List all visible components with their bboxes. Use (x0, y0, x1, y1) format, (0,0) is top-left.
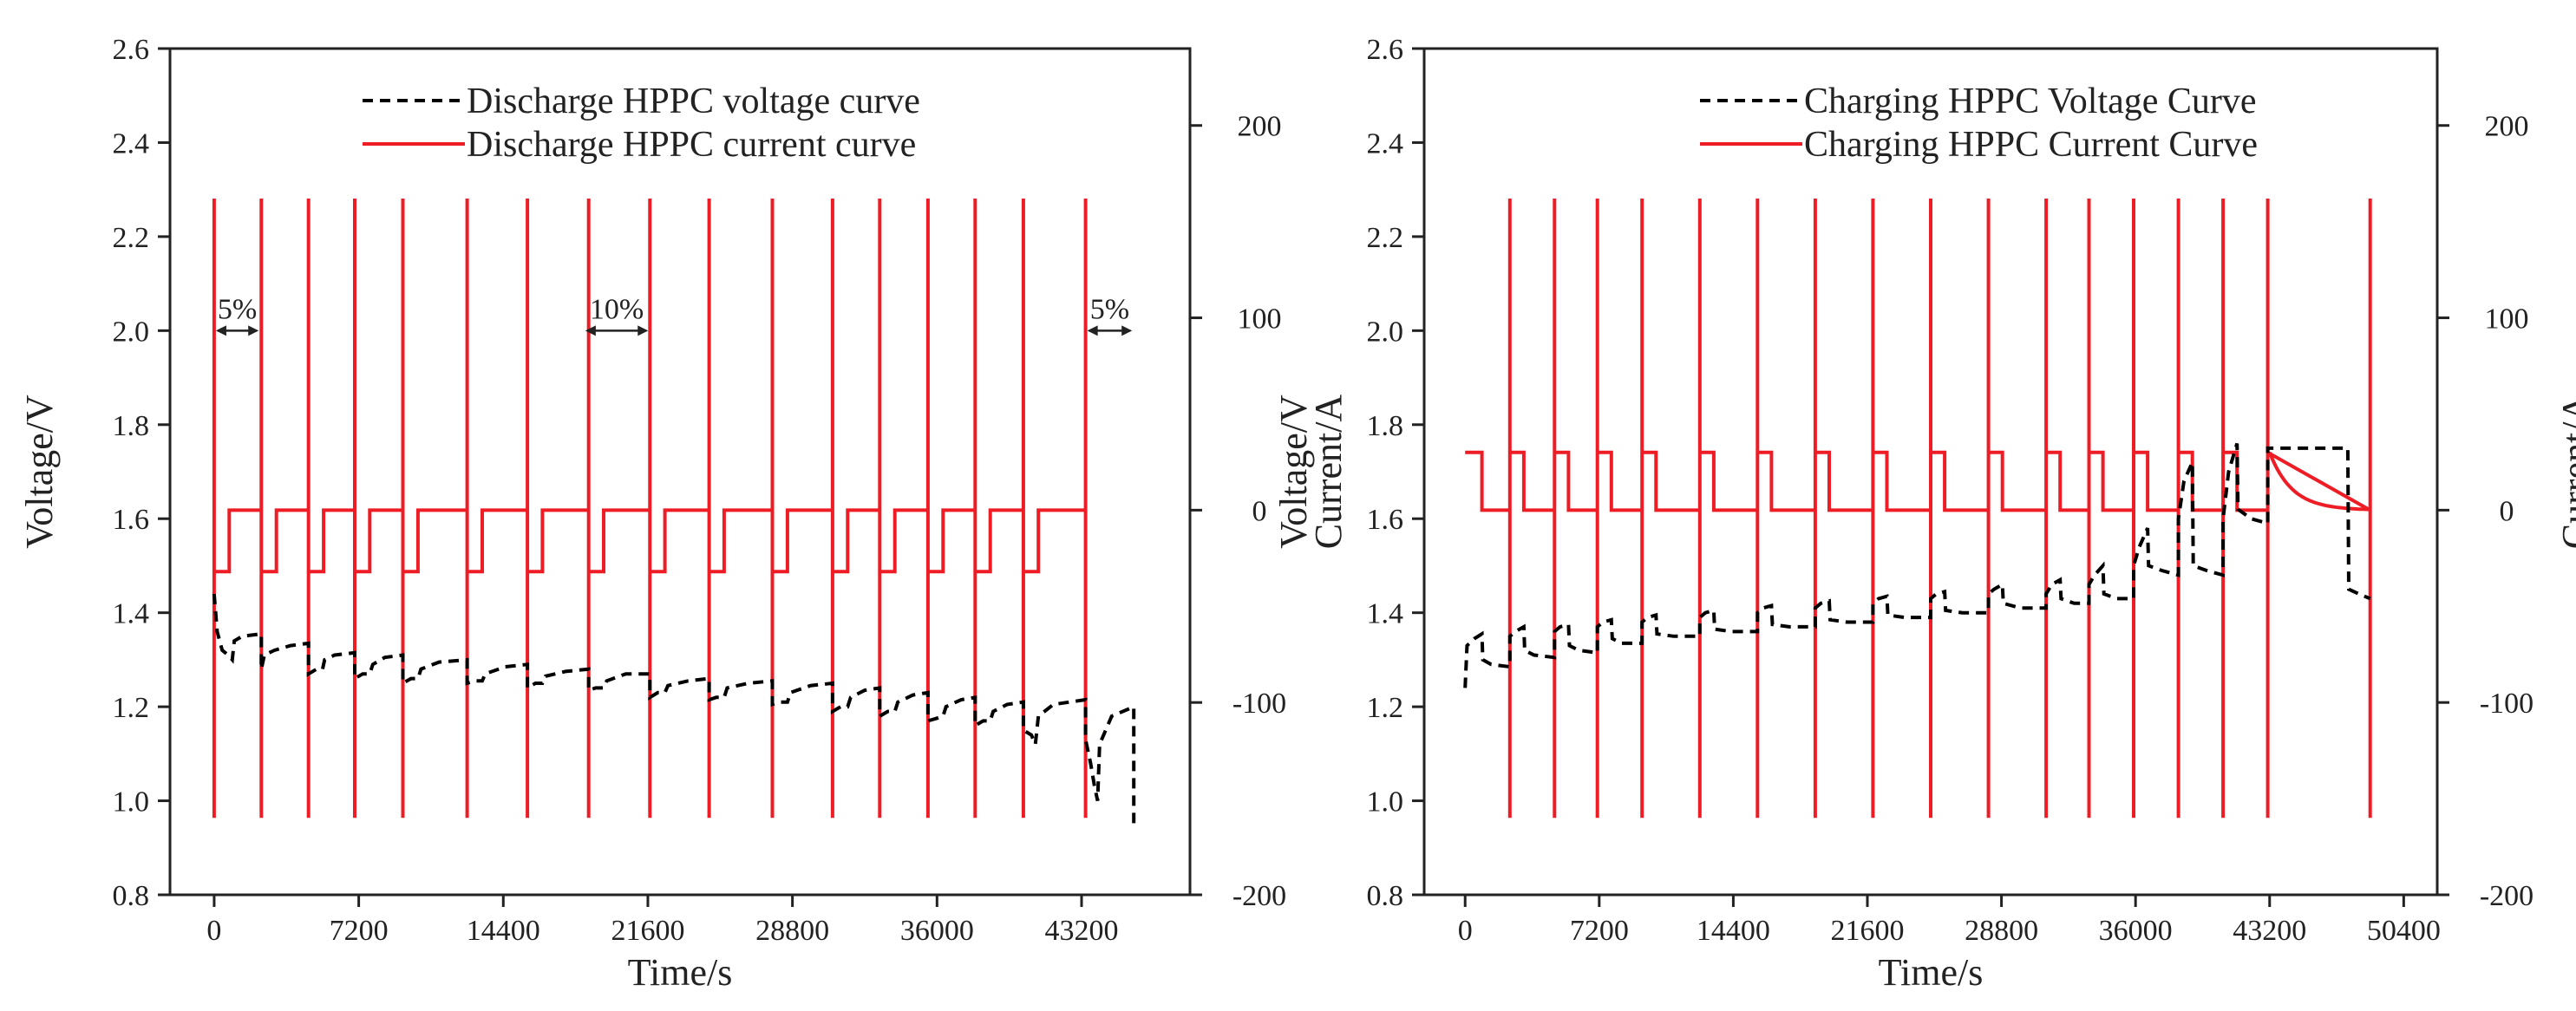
annotation-label: 5% (218, 293, 257, 325)
y-tick-label: 2.2 (1367, 222, 1404, 254)
x-tick-label: 28800 (1965, 915, 2038, 947)
y-tick-label: 2.4 (113, 127, 150, 160)
x-tick-label: 21600 (611, 915, 684, 947)
charging-hppc-chart: 0 7200 14400 21600 28800 36000 43200 50400 0.8 1.… (1272, 34, 2576, 994)
y2-axis-title: Current/A (2554, 395, 2576, 550)
x-tick-label: 28800 (755, 915, 829, 947)
annotation-label: 5% (1090, 293, 1129, 325)
y-tick-label: 0.8 (113, 880, 150, 912)
y-tick-label: 2.0 (113, 316, 150, 348)
annotation-arrowhead-right (637, 325, 649, 336)
legend-label-voltage: Charging HPPC Voltage Curve (1804, 82, 2257, 121)
y-tick-label: 1.2 (113, 692, 150, 724)
x-tick-label: 7200 (1570, 915, 1629, 947)
y-tick-label: 1.4 (113, 598, 150, 630)
y-tick-label: 2.4 (1367, 127, 1404, 160)
x-axis-title: Time/s (1879, 951, 1984, 994)
y-tick-label: 2.0 (1367, 316, 1404, 348)
current-curve (212, 199, 1088, 819)
x-tick-label: 0 (206, 915, 221, 947)
y-axis-title: Voltage/V (18, 395, 61, 549)
voltage-curve (1463, 442, 2371, 688)
interval-annotation: 5% (215, 293, 259, 336)
annotation-arrowhead-left (215, 325, 226, 336)
y-tick-label: 2.6 (113, 34, 150, 66)
annotation-arrowhead-left (1087, 325, 1098, 336)
annotation-arrowhead-right (1121, 325, 1133, 336)
y2-tick-label: -100 (2480, 688, 2534, 720)
x-axis-title: Time/s (628, 951, 733, 994)
y2-tick-label: 200 (2485, 111, 2529, 143)
y2-tick-label: -200 (1232, 880, 1286, 912)
legend-label-current: Charging HPPC Current Curve (1804, 125, 2258, 165)
y-axis-title: Voltage/V (1272, 395, 1315, 549)
interval-annotation: 5% (1087, 293, 1133, 336)
y-tick-label: 1.0 (113, 786, 150, 819)
interval-annotation: 10% (585, 293, 649, 336)
x-tick-label: 36000 (900, 915, 974, 947)
annotation-arrowhead-left (585, 325, 596, 336)
legend-label-voltage: Discharge HPPC voltage curve (467, 82, 920, 121)
discharge-hppc-chart: 0 7200 14400 21600 28800 36000 43200 0.8 1.0 1.2 1… (18, 34, 1350, 994)
plot-area (1463, 199, 2372, 819)
x-tick-label: 43200 (1044, 915, 1118, 947)
annotation-arrowhead-right (248, 325, 259, 336)
y2-tick-label: 200 (1238, 111, 1282, 143)
x-tick-label: 21600 (1831, 915, 1905, 947)
plot-frame (168, 47, 1192, 897)
plot-frame (1422, 47, 2439, 897)
legend-label-current: Discharge HPPC current curve (467, 125, 916, 165)
annotation-label: 10% (590, 293, 644, 325)
y2-axis-title: Current/A (1307, 395, 1350, 550)
x-tick-label: 7200 (330, 915, 389, 947)
y-tick-label: 1.8 (113, 410, 150, 442)
y-tick-label: 1.8 (1367, 410, 1404, 442)
y-tick-label: 2.6 (1367, 34, 1404, 66)
y-tick-label: 1.0 (1367, 786, 1404, 819)
y-tick-label: 1.6 (1367, 504, 1404, 536)
y2-tick-label: 100 (1238, 303, 1282, 336)
y2-tick-label: 0 (1252, 495, 1267, 527)
y-tick-label: 1.6 (113, 504, 150, 536)
y-tick-label: 1.2 (1367, 692, 1404, 724)
y2-tick-label: 100 (2485, 303, 2529, 336)
current-curve (1465, 199, 2372, 819)
x-tick-label: 36000 (2099, 915, 2173, 947)
x-tick-label: 43200 (2233, 915, 2306, 947)
plot-area (212, 199, 1136, 825)
y-tick-label: 2.2 (113, 222, 150, 254)
y-tick-label: 0.8 (1367, 880, 1404, 912)
x-tick-label: 50400 (2367, 915, 2441, 947)
current-relaxation-tail (2267, 452, 2370, 512)
x-tick-label: 0 (1458, 915, 1473, 947)
y2-tick-label: 0 (2500, 495, 2514, 527)
y-tick-label: 1.4 (1367, 598, 1404, 630)
y2-tick-label: -100 (1232, 688, 1286, 720)
y2-tick-label: -200 (2480, 880, 2534, 912)
x-tick-label: 14400 (467, 915, 540, 947)
voltage-curve (212, 593, 1136, 825)
x-tick-label: 14400 (1697, 915, 1770, 947)
